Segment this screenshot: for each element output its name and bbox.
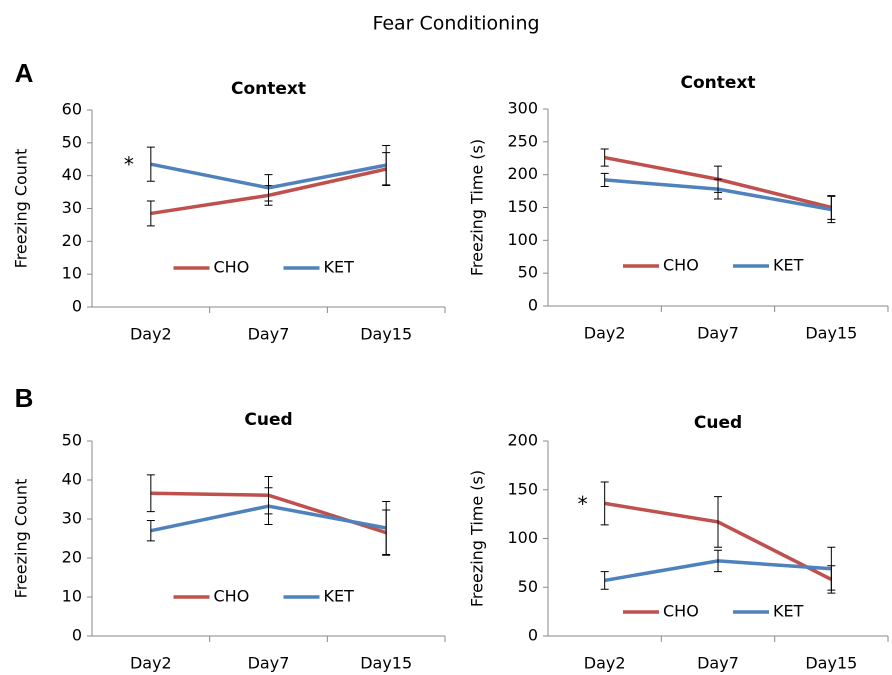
legend-label: CHO — [214, 587, 250, 606]
y-tick-label: 0 — [528, 296, 538, 315]
y-tick-label: 20 — [62, 548, 82, 567]
panel-label: B — [15, 383, 34, 413]
x-tick-label: Day2 — [130, 654, 172, 673]
error-bar — [382, 144, 391, 186]
y-tick-label: 60 — [62, 100, 82, 119]
x-tick-label: Day15 — [360, 654, 412, 673]
y-axis-label: Freezing Time (s) — [468, 470, 487, 607]
y-tick-label: 50 — [62, 431, 82, 450]
y-tick-label: 30 — [62, 198, 82, 217]
y-tick-label: 200 — [507, 164, 538, 183]
x-tick-label: Day7 — [697, 654, 739, 673]
x-tick-label: Day2 — [584, 654, 626, 673]
y-tick-label: 10 — [62, 587, 82, 606]
x-tick-label: Day15 — [805, 654, 857, 673]
y-axis-label: Freezing Count — [12, 479, 31, 599]
error-bar — [714, 549, 722, 573]
legend-label: KET — [324, 258, 355, 277]
y-tick-label: 100 — [507, 528, 538, 547]
y-tick-label: 50 — [62, 132, 82, 151]
y-tick-label: 20 — [62, 231, 82, 250]
error-bar — [382, 500, 391, 555]
y-tick-label: 50 — [518, 263, 538, 282]
x-tick-label: Day7 — [697, 324, 739, 343]
error-bar — [600, 481, 609, 526]
y-tick-label: 40 — [62, 470, 82, 489]
legend-label: KET — [324, 587, 355, 606]
error-bar — [146, 146, 155, 182]
y-axis-label: Freezing Count — [12, 149, 31, 269]
error-bar — [827, 195, 836, 224]
error-bar — [600, 571, 609, 590]
figure-title: Fear Conditioning — [372, 13, 539, 35]
x-tick-label: Day2 — [130, 325, 172, 344]
y-tick-label: 0 — [72, 297, 82, 316]
error-bar — [600, 172, 609, 187]
error-bar — [714, 496, 722, 548]
x-tick-label: Day15 — [805, 324, 857, 343]
error-bar — [827, 546, 836, 591]
x-tick-label: Day2 — [584, 324, 626, 343]
chart-title: Cued — [244, 410, 292, 430]
legend-label: CHO — [663, 256, 699, 275]
y-tick-label: 50 — [518, 577, 538, 596]
error-bar — [146, 520, 155, 542]
legend-label: KET — [773, 256, 804, 275]
error-bar — [714, 178, 722, 200]
annotation: * — [578, 492, 588, 516]
y-tick-label: 40 — [62, 165, 82, 184]
error-bar — [146, 200, 155, 227]
annotation: * — [124, 153, 134, 177]
y-tick-label: 150 — [507, 197, 538, 216]
y-tick-label: 250 — [507, 131, 538, 150]
panel-label: A — [15, 58, 34, 88]
legend-label: CHO — [214, 258, 250, 277]
error-bar — [600, 148, 609, 167]
error-bar — [146, 474, 155, 513]
y-tick-label: 150 — [507, 479, 538, 498]
y-tick-label: 0 — [72, 626, 82, 645]
chart-title: Context — [680, 73, 755, 93]
y-tick-label: 100 — [507, 230, 538, 249]
y-tick-label: 30 — [62, 509, 82, 528]
error-bar — [264, 174, 273, 202]
x-tick-label: Day7 — [248, 325, 290, 344]
y-axis-label: Freezing Time (s) — [468, 139, 487, 276]
error-bar — [264, 487, 273, 525]
y-tick-label: 10 — [62, 264, 82, 283]
chart-title: Context — [231, 79, 306, 99]
legend-label: KET — [773, 602, 804, 621]
chart-title: Cued — [694, 413, 742, 433]
y-tick-label: 300 — [507, 99, 538, 118]
y-tick-label: 0 — [528, 626, 538, 645]
y-tick-label: 200 — [507, 431, 538, 450]
legend-label: CHO — [663, 602, 699, 621]
x-tick-label: Day15 — [360, 325, 412, 344]
x-tick-label: Day7 — [248, 654, 290, 673]
